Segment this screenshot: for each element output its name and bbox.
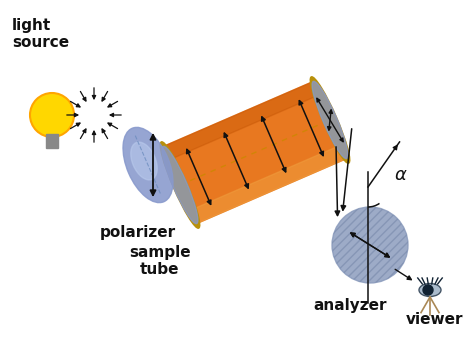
Ellipse shape	[131, 142, 157, 180]
Ellipse shape	[419, 284, 441, 296]
Ellipse shape	[162, 146, 198, 224]
Ellipse shape	[160, 142, 200, 228]
Ellipse shape	[123, 127, 173, 203]
Polygon shape	[191, 145, 346, 224]
Circle shape	[423, 285, 433, 295]
Ellipse shape	[310, 77, 350, 163]
Text: polarizer: polarizer	[100, 225, 176, 240]
Text: analyzer: analyzer	[313, 298, 387, 313]
Text: sample
tube: sample tube	[129, 245, 191, 277]
Polygon shape	[164, 81, 346, 224]
Bar	[46, 134, 58, 148]
Ellipse shape	[312, 81, 348, 159]
Text: viewer: viewer	[406, 312, 464, 327]
Text: α: α	[394, 166, 406, 184]
Circle shape	[332, 207, 408, 283]
Polygon shape	[164, 81, 319, 160]
Text: light
source: light source	[12, 18, 69, 50]
Circle shape	[30, 93, 74, 137]
